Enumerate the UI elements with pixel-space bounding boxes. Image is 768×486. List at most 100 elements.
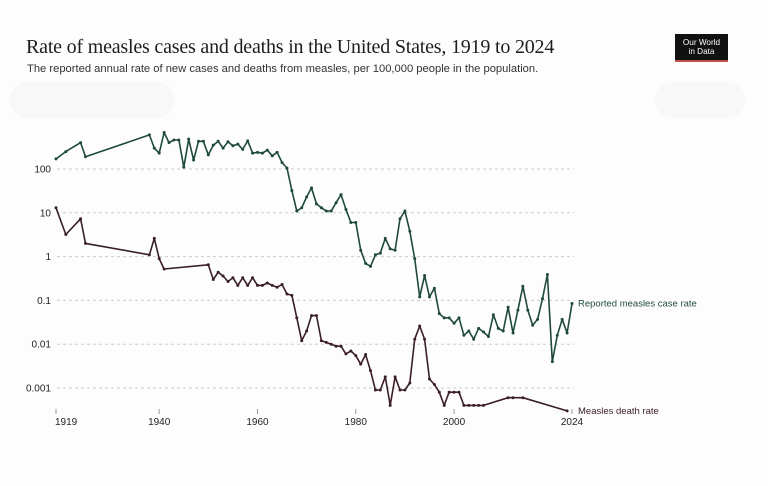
data-point[interactable] xyxy=(427,377,431,381)
data-point[interactable] xyxy=(344,207,348,211)
data-point[interactable] xyxy=(378,388,382,392)
data-point[interactable] xyxy=(182,165,186,169)
data-point[interactable] xyxy=(265,281,269,285)
data-point[interactable] xyxy=(403,209,407,213)
data-point[interactable] xyxy=(162,267,166,271)
data-point[interactable] xyxy=(477,403,481,407)
data-point[interactable] xyxy=(280,283,284,287)
data-point[interactable] xyxy=(398,388,402,392)
data-point[interactable] xyxy=(310,186,314,190)
data-point[interactable] xyxy=(295,316,299,320)
data-point[interactable] xyxy=(162,131,166,135)
data-point[interactable] xyxy=(246,283,250,287)
data-point[interactable] xyxy=(260,283,264,287)
data-point[interactable] xyxy=(79,217,83,221)
data-point[interactable] xyxy=(408,229,412,233)
data-point[interactable] xyxy=(275,285,279,289)
data-point[interactable] xyxy=(251,151,255,155)
data-point[interactable] xyxy=(447,316,451,320)
data-point[interactable] xyxy=(226,280,230,284)
data-point[interactable] xyxy=(378,251,382,255)
data-point[interactable] xyxy=(364,261,368,265)
data-point[interactable] xyxy=(270,154,274,158)
data-point[interactable] xyxy=(192,158,196,162)
data-point[interactable] xyxy=(501,329,505,333)
data-point[interactable] xyxy=(54,206,58,210)
data-point[interactable] xyxy=(398,217,402,221)
data-point[interactable] xyxy=(246,139,250,143)
data-point[interactable] xyxy=(565,331,569,335)
data-point[interactable] xyxy=(423,337,427,341)
data-point[interactable] xyxy=(147,253,151,257)
data-point[interactable] xyxy=(334,201,338,205)
data-point[interactable] xyxy=(545,273,549,277)
data-point[interactable] xyxy=(526,308,530,312)
data-point[interactable] xyxy=(319,206,323,210)
data-point[interactable] xyxy=(152,146,156,150)
data-point[interactable] xyxy=(300,206,304,210)
data-point[interactable] xyxy=(511,331,515,335)
data-point[interactable] xyxy=(359,362,363,366)
data-point[interactable] xyxy=(241,147,245,151)
data-point[interactable] xyxy=(157,257,161,261)
data-point[interactable] xyxy=(54,157,58,161)
data-point[interactable] xyxy=(565,409,569,413)
data-point[interactable] xyxy=(241,276,245,280)
data-point[interactable] xyxy=(187,137,191,141)
data-point[interactable] xyxy=(506,396,510,400)
data-point[interactable] xyxy=(541,297,545,301)
data-point[interactable] xyxy=(437,390,441,394)
data-point[interactable] xyxy=(369,369,373,373)
data-point[interactable] xyxy=(550,360,554,364)
data-point[interactable] xyxy=(255,283,259,287)
data-point[interactable] xyxy=(511,396,515,400)
data-point[interactable] xyxy=(83,241,87,245)
data-point[interactable] xyxy=(211,278,215,282)
data-point[interactable] xyxy=(482,403,486,407)
data-point[interactable] xyxy=(221,274,225,278)
data-point[interactable] xyxy=(457,390,461,394)
data-point[interactable] xyxy=(285,166,289,170)
data-point[interactable] xyxy=(349,221,353,225)
data-point[interactable] xyxy=(167,141,171,145)
data-point[interactable] xyxy=(275,150,279,154)
data-point[interactable] xyxy=(221,146,225,150)
data-point[interactable] xyxy=(413,257,417,261)
data-point[interactable] xyxy=(486,334,490,338)
data-point[interactable] xyxy=(197,139,201,143)
data-point[interactable] xyxy=(369,264,373,268)
data-point[interactable] xyxy=(285,292,289,296)
data-point[interactable] xyxy=(319,339,323,343)
data-point[interactable] xyxy=(334,344,338,348)
data-point[interactable] xyxy=(373,253,377,257)
data-point[interactable] xyxy=(373,388,377,392)
data-point[interactable] xyxy=(211,143,215,147)
data-point[interactable] xyxy=(300,339,304,343)
data-point[interactable] xyxy=(427,295,431,299)
data-point[interactable] xyxy=(270,283,274,287)
data-point[interactable] xyxy=(314,202,318,206)
data-point[interactable] xyxy=(467,403,471,407)
data-point[interactable] xyxy=(83,155,87,159)
data-point[interactable] xyxy=(305,329,309,333)
data-point[interactable] xyxy=(447,390,451,394)
data-point[interactable] xyxy=(147,133,151,137)
data-point[interactable] xyxy=(521,284,525,288)
data-point[interactable] xyxy=(236,283,240,287)
data-point[interactable] xyxy=(251,276,255,280)
data-point[interactable] xyxy=(339,344,343,348)
data-point[interactable] xyxy=(482,330,486,334)
data-point[interactable] xyxy=(467,329,471,333)
data-point[interactable] xyxy=(177,138,181,142)
cases-line[interactable] xyxy=(55,131,573,363)
data-point[interactable] xyxy=(206,263,210,267)
data-point[interactable] xyxy=(452,390,456,394)
data-point[interactable] xyxy=(359,248,363,252)
data-point[interactable] xyxy=(432,383,436,387)
data-point[interactable] xyxy=(231,144,235,148)
data-point[interactable] xyxy=(516,308,520,312)
data-point[interactable] xyxy=(290,293,294,297)
data-point[interactable] xyxy=(64,232,68,236)
data-point[interactable] xyxy=(383,236,387,240)
data-point[interactable] xyxy=(64,150,68,154)
